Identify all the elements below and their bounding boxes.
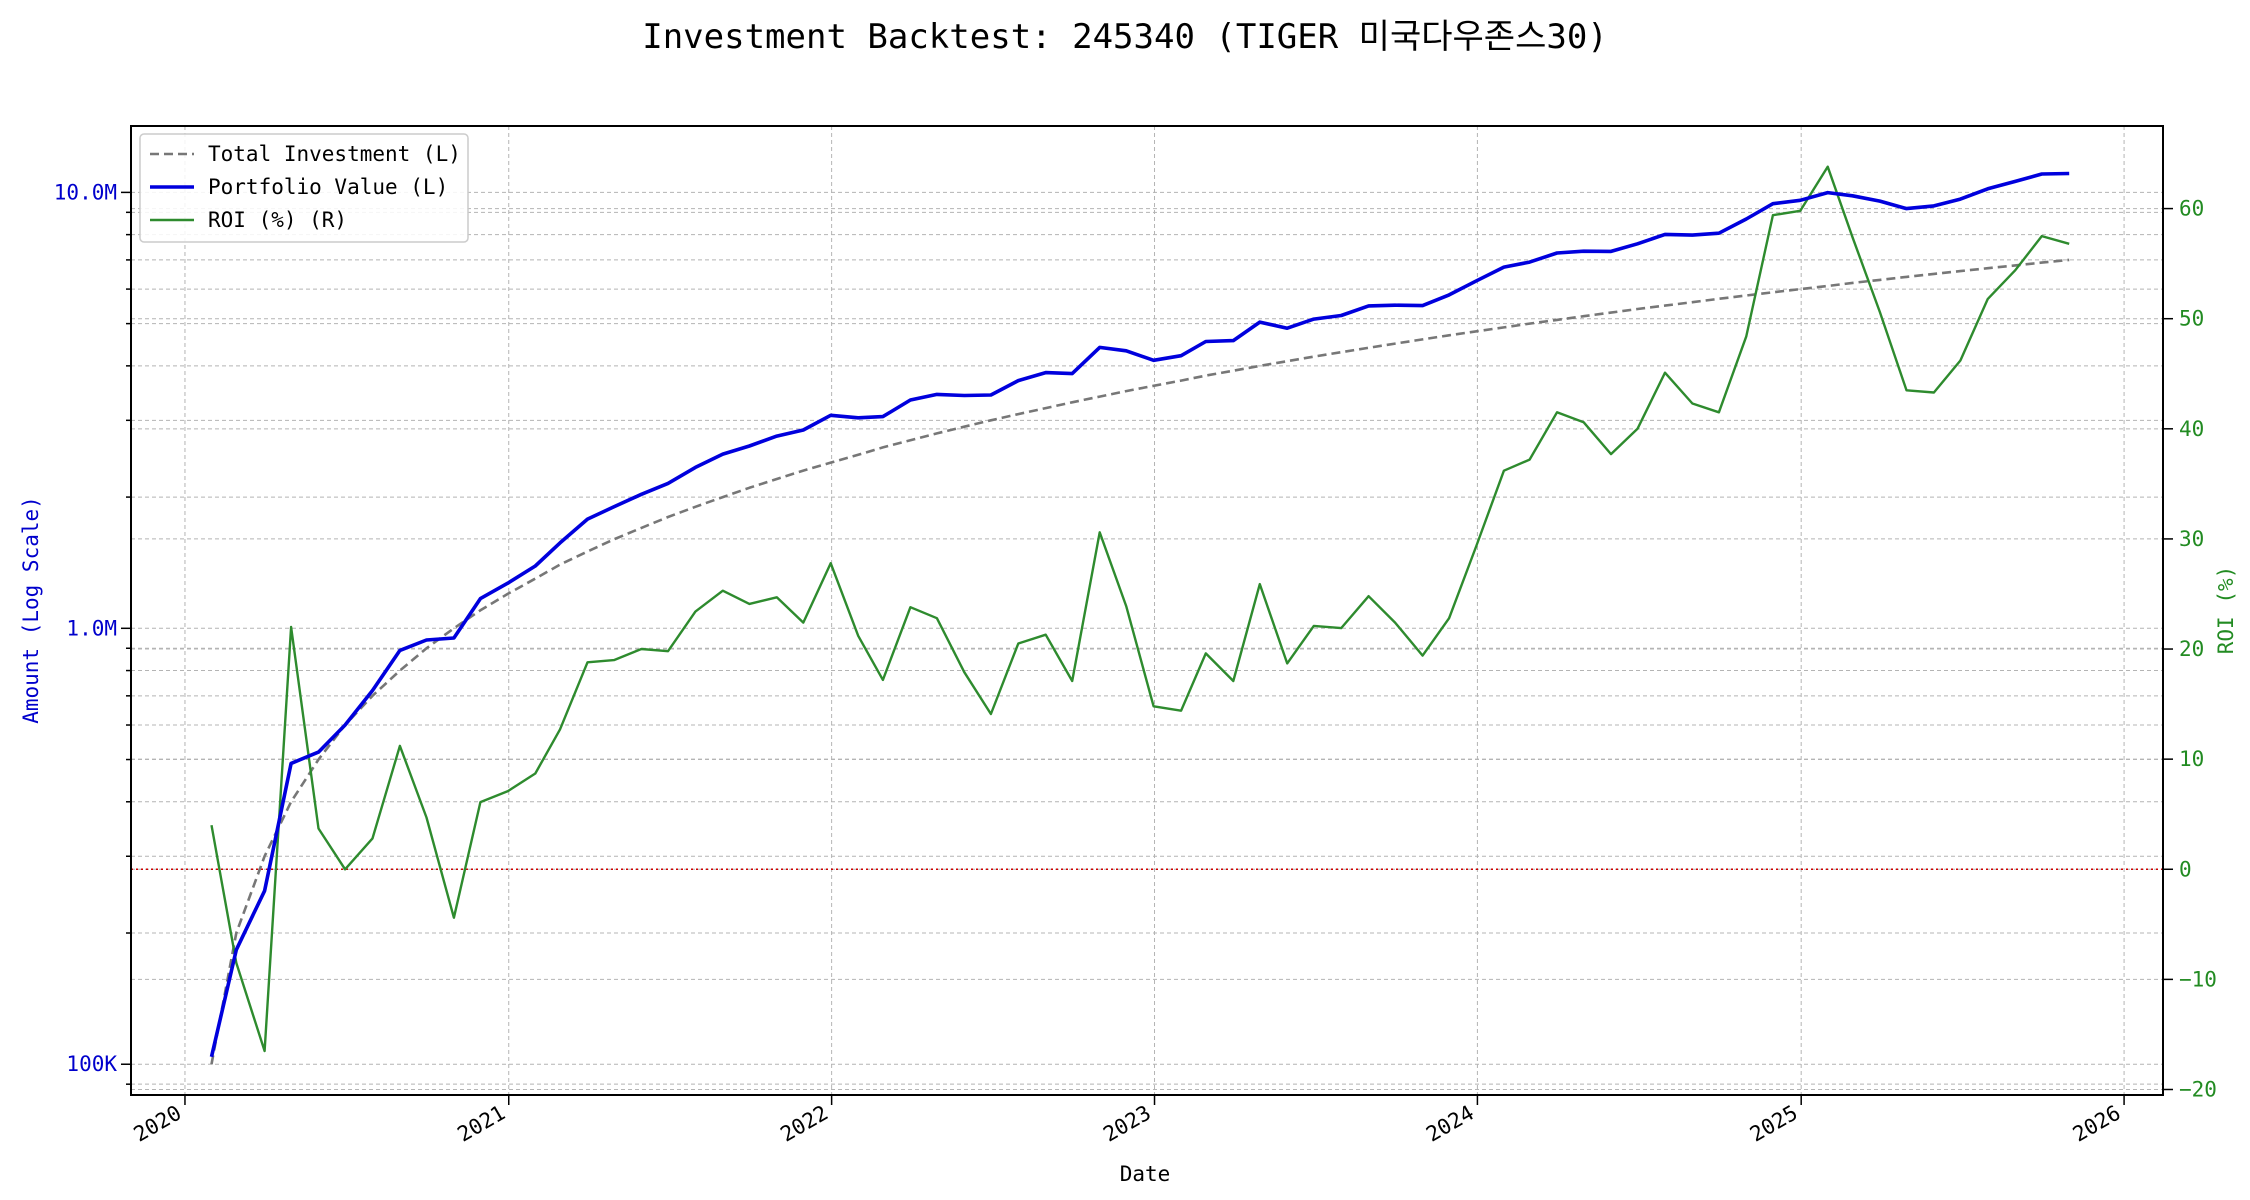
plot-area-frame: [130, 125, 2164, 1096]
y-left-tick-label: 100K: [66, 1052, 117, 1076]
x-tick-label: 2026: [2069, 1101, 2125, 1147]
y-axis-left: 100K 1.0M 10.0M: [54, 180, 131, 1085]
x-tick-label: 2021: [453, 1101, 509, 1147]
legend-label: ROI (%) (R): [208, 208, 347, 232]
x-tick-label: 2025: [1746, 1101, 1802, 1147]
legend: Total Investment (L) Portfolio Value (L) R…: [139, 133, 469, 243]
legend-label: Total Investment (L): [208, 142, 461, 166]
series-line-total-investment-l: [210, 258, 2070, 1065]
y-right-tick-label: −10: [2179, 967, 2217, 991]
x-tick-label: 2023: [1099, 1101, 1155, 1147]
y-axis-left-label: Amount (Log Scale): [19, 496, 43, 724]
y-right-tick-label: 50: [2179, 307, 2204, 331]
y-right-tick-label: 40: [2179, 417, 2204, 441]
legend-box: [139, 133, 469, 243]
x-tick-label: 2022: [776, 1101, 832, 1147]
x-tick-label: 2024: [1422, 1101, 1478, 1147]
y-left-tick-label: 1.0M: [66, 616, 117, 640]
legend-label: Portfolio Value (L): [208, 175, 448, 199]
grid: [131, 126, 2163, 1095]
chart-title: Investment Backtest: 245340 (TIGER 미국다우존…: [642, 17, 1608, 57]
series-layer: [209, 165, 2070, 1065]
y-right-tick-label: 10: [2179, 747, 2204, 771]
series-line-roi-r: [210, 165, 2070, 1053]
y-right-tick-label: 0: [2179, 857, 2192, 881]
y-right-tick-label: 60: [2179, 197, 2204, 221]
x-axis-label: Date: [1120, 1162, 1171, 1186]
y-right-tick-label: 20: [2179, 637, 2204, 661]
y-axis-right: −20 −10 0 10 20 30 40 50 60: [2163, 197, 2217, 1101]
y-right-tick-label: 30: [2179, 527, 2204, 551]
y-axis-right-label: ROI (%): [2214, 566, 2238, 655]
x-tick-label: 2020: [130, 1101, 186, 1147]
x-axis: 2020 2021 2022 2023 2024 2025 2026: [130, 1095, 2125, 1147]
y-left-tick-label: 10.0M: [54, 180, 117, 204]
series-line-portfolio-value-l: [209, 171, 2070, 1058]
y-right-tick-label: −20: [2179, 1077, 2217, 1101]
